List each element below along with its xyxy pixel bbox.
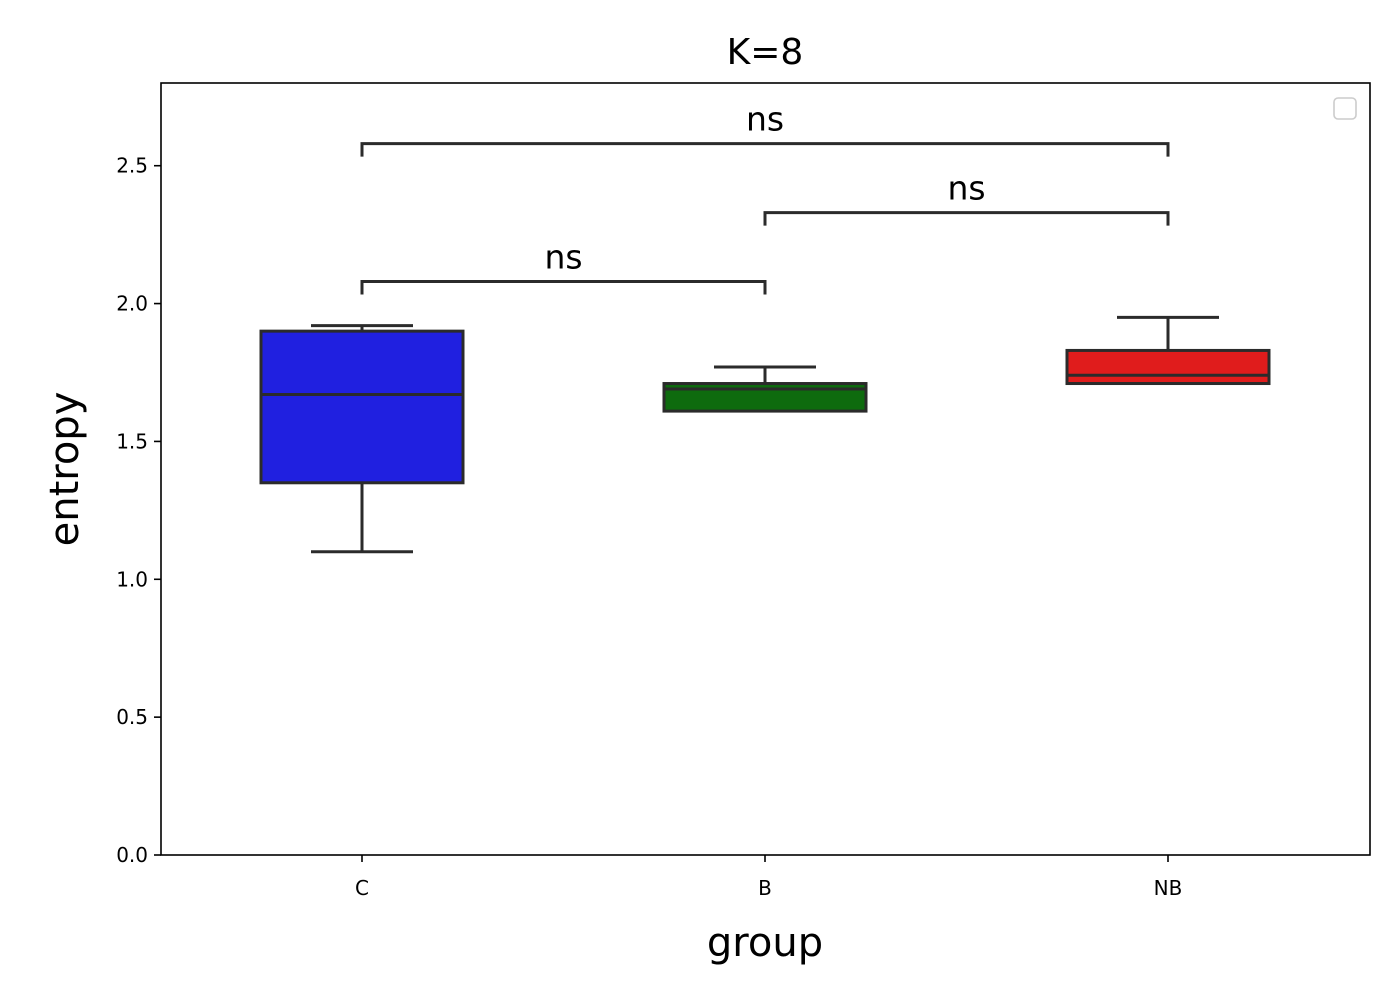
x-axis-label: group xyxy=(707,920,823,966)
significance-bracket: ns xyxy=(360,238,767,295)
y-tick-label: 1.5 xyxy=(116,429,148,453)
box-group-b xyxy=(662,365,868,413)
x-tick-label: B xyxy=(758,876,772,900)
y-tick-label: 2.5 xyxy=(116,154,148,178)
x-tick-label: C xyxy=(355,876,369,900)
box-group-c xyxy=(259,324,465,554)
box-c xyxy=(259,329,465,485)
significance-label: ns xyxy=(746,100,784,139)
significance-label: ns xyxy=(947,169,985,208)
significance-bracket: ns xyxy=(763,169,1170,226)
box-nb xyxy=(1065,348,1271,386)
significance-label: ns xyxy=(544,238,582,277)
bracket-line xyxy=(360,280,767,295)
y-axis-label: entropy xyxy=(42,392,88,547)
box-group-nb xyxy=(1065,315,1271,386)
y-tick-label: 1.0 xyxy=(116,567,148,591)
x-tick-label: NB xyxy=(1154,876,1183,900)
significance-bracket: ns xyxy=(360,100,1170,157)
y-tick-label: 0.0 xyxy=(116,843,148,867)
chart-title: K=8 xyxy=(727,32,804,73)
y-tick-label: 0.5 xyxy=(116,705,148,729)
y-tick-label: 2.0 xyxy=(116,292,148,316)
bracket-line xyxy=(763,211,1170,226)
bracket-line xyxy=(360,142,1170,157)
plot-area: ns ns ns xyxy=(259,100,1271,554)
legend-box xyxy=(1333,97,1357,120)
